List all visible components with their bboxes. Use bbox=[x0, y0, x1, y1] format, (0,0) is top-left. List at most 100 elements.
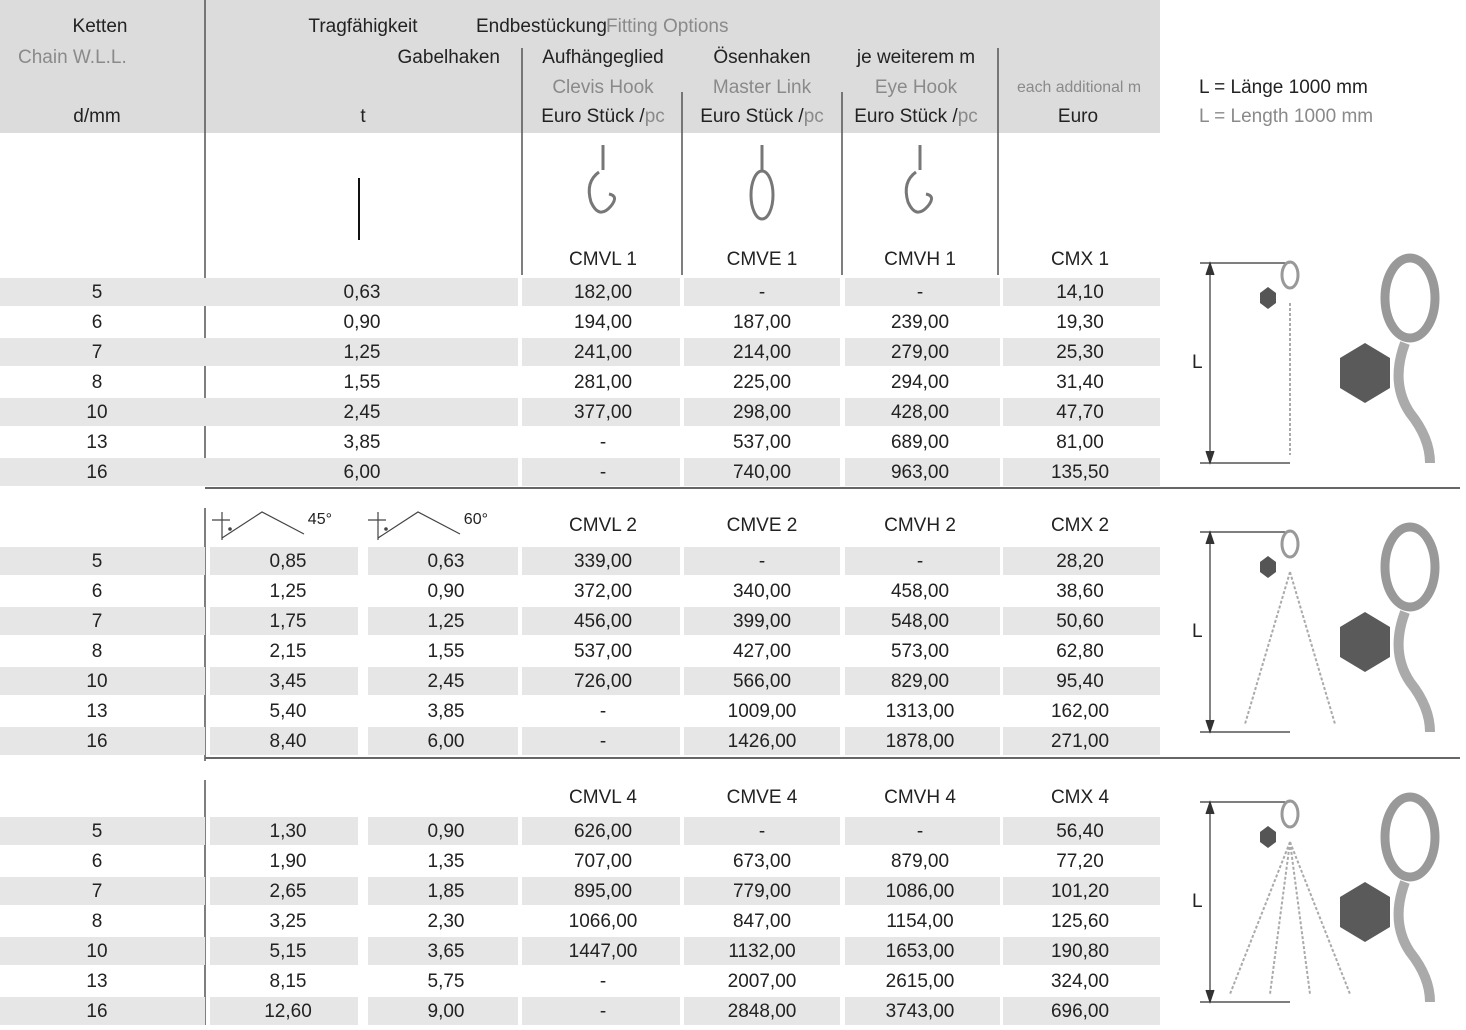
tag bbox=[1260, 826, 1276, 848]
row-shade bbox=[1003, 458, 1160, 486]
row-shade bbox=[684, 278, 840, 306]
cell: 1,25 bbox=[344, 342, 381, 363]
cell: 13 bbox=[86, 971, 107, 992]
cell: 5,75 bbox=[428, 971, 465, 992]
row-shade bbox=[368, 997, 518, 1025]
cell: 8 bbox=[92, 641, 103, 662]
cell: 16 bbox=[86, 462, 107, 483]
cell: 2,45 bbox=[428, 671, 465, 692]
cell: 372,00 bbox=[574, 581, 632, 602]
row-shade bbox=[1003, 877, 1160, 905]
cell: 428,00 bbox=[891, 402, 949, 423]
cell: 56,40 bbox=[1056, 821, 1104, 842]
cell: 427,00 bbox=[733, 641, 791, 662]
cell: 187,00 bbox=[733, 312, 791, 333]
row-shade bbox=[522, 817, 680, 845]
cell: 1,25 bbox=[270, 581, 307, 602]
cell: 241,00 bbox=[574, 342, 632, 363]
cell: 1426,00 bbox=[728, 731, 797, 752]
cell: 689,00 bbox=[891, 432, 949, 453]
row-shade bbox=[1003, 937, 1160, 965]
wll-label: Tragfähigkeit bbox=[308, 16, 418, 37]
row-shade bbox=[845, 667, 1000, 695]
hook-shape bbox=[904, 170, 933, 214]
row-shade bbox=[845, 458, 1000, 486]
cell: 125,60 bbox=[1051, 911, 1109, 932]
row-shade bbox=[0, 607, 205, 635]
chain-leg bbox=[1289, 841, 1311, 995]
price-unit: Euro Stück /pc bbox=[854, 106, 978, 127]
cell: 377,00 bbox=[574, 402, 632, 423]
chain-leg bbox=[1269, 841, 1291, 995]
cell: 2,45 bbox=[344, 402, 381, 423]
cell: 1,55 bbox=[428, 641, 465, 662]
chain-leg bbox=[1289, 841, 1351, 995]
product-photo bbox=[749, 145, 775, 221]
cell: 6,00 bbox=[428, 731, 465, 752]
row-shade bbox=[0, 398, 518, 426]
cell: 879,00 bbox=[891, 851, 949, 872]
product-photo bbox=[587, 145, 616, 214]
cell: 162,00 bbox=[1051, 701, 1109, 722]
fitting-label: Endbestückung bbox=[476, 16, 607, 37]
cell: 2007,00 bbox=[728, 971, 797, 992]
row-shade bbox=[1003, 817, 1160, 845]
price-unit-de: Euro Stück / bbox=[854, 106, 958, 127]
cell: 7 bbox=[92, 881, 103, 902]
cell: 13 bbox=[86, 432, 107, 453]
length-symbol: L bbox=[1192, 352, 1203, 373]
product-code: CMVH 2 bbox=[884, 515, 956, 536]
row-shade bbox=[210, 817, 358, 845]
cell: 626,00 bbox=[574, 821, 632, 842]
row-shade bbox=[1003, 667, 1160, 695]
cell: 81,00 bbox=[1056, 432, 1104, 453]
cell: 537,00 bbox=[733, 432, 791, 453]
cell: 1,90 bbox=[270, 851, 307, 872]
length-note-en: L = Length 1000 mm bbox=[1199, 106, 1373, 127]
product-photo bbox=[904, 145, 933, 214]
cell: 9,00 bbox=[428, 1001, 465, 1022]
cell: 1,35 bbox=[428, 851, 465, 872]
hook-shape bbox=[587, 170, 616, 214]
row-shade bbox=[845, 547, 1000, 575]
row-shade bbox=[0, 997, 205, 1025]
chain-leg bbox=[1244, 571, 1291, 725]
cell: 2,30 bbox=[428, 911, 465, 932]
cell: 1,85 bbox=[428, 881, 465, 902]
cell: 25,30 bbox=[1056, 342, 1104, 363]
row-shade bbox=[684, 607, 840, 635]
cell: 1,25 bbox=[428, 611, 465, 632]
length-symbol: L bbox=[1192, 621, 1203, 642]
cell: 1009,00 bbox=[728, 701, 797, 722]
row-shade bbox=[1003, 997, 1160, 1025]
row-shade bbox=[522, 607, 680, 635]
row-shade bbox=[845, 877, 1000, 905]
cell: 10 bbox=[86, 941, 107, 962]
price-unit-m: Euro bbox=[1058, 106, 1098, 127]
cell: 31,40 bbox=[1056, 372, 1104, 393]
row-shade bbox=[684, 458, 840, 486]
price-unit: Euro Stück /pc bbox=[700, 106, 824, 127]
fitting-de: Aufhängeglied bbox=[542, 47, 664, 68]
cell: 566,00 bbox=[733, 671, 791, 692]
cell: 281,00 bbox=[574, 372, 632, 393]
row-shade bbox=[522, 937, 680, 965]
cell: 895,00 bbox=[574, 881, 632, 902]
hook-zoom bbox=[1393, 880, 1435, 1003]
angle-label: 60° bbox=[464, 511, 488, 528]
row-shade bbox=[684, 817, 840, 845]
price-unit: Euro Stück /pc bbox=[541, 106, 665, 127]
cell: 7 bbox=[92, 342, 103, 363]
angle-lines bbox=[212, 511, 305, 540]
cell: 3743,00 bbox=[886, 1001, 955, 1022]
row-shade bbox=[210, 667, 358, 695]
cell: 101,20 bbox=[1051, 881, 1109, 902]
cell: 12,60 bbox=[264, 1001, 312, 1022]
sling-diagram: L bbox=[1192, 792, 1440, 1004]
row-shade bbox=[368, 877, 518, 905]
cell: 1878,00 bbox=[886, 731, 955, 752]
cell: 47,70 bbox=[1056, 402, 1104, 423]
cell: 3,45 bbox=[270, 671, 307, 692]
cell: 3,85 bbox=[344, 432, 381, 453]
product-code: CMVL 2 bbox=[569, 515, 637, 536]
